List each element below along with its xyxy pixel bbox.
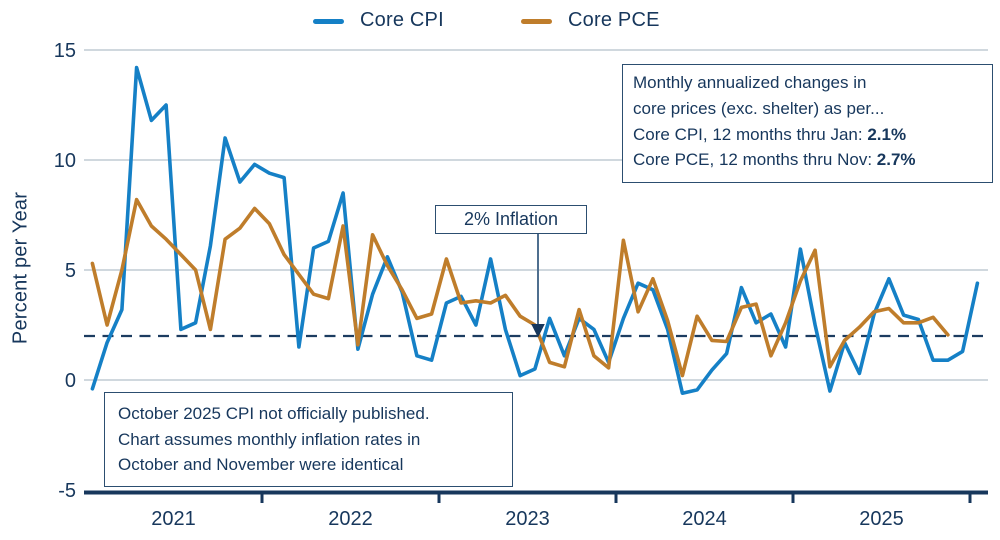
note-line-3: October and November were identical <box>118 455 404 474</box>
y-axis-tick-labels: 15 10 5 0 -5 <box>54 40 76 502</box>
target-annotation-arrow <box>531 233 545 338</box>
arrow-head-icon <box>531 324 545 338</box>
core-cpi-legend-label: Core CPI <box>360 9 444 31</box>
y-tick-label-5: 5 <box>65 260 76 282</box>
x-year-label-2021: 2021 <box>151 508 196 530</box>
x-year-label-2025: 2025 <box>859 508 904 530</box>
y-tick-label-10: 10 <box>54 150 76 172</box>
x-year-label-2024: 2024 <box>682 508 727 530</box>
y-tick-label-15: 15 <box>54 40 76 62</box>
x-axis-year-labels: 2021 2022 2023 2024 2025 <box>151 508 904 530</box>
note-line-1: October 2025 CPI not officially publishe… <box>118 404 430 423</box>
info-pce-line: Core PCE, 12 months thru Nov: 2.7% <box>633 147 982 173</box>
y-tick-label-0: 0 <box>65 370 76 392</box>
info-cpi-value: 2.1 <box>867 124 891 144</box>
core-pce-legend-swatch <box>521 19 552 24</box>
x-axis <box>84 490 988 503</box>
summary-info-box: Monthly annualized changes in core price… <box>622 64 993 183</box>
x-year-label-2023: 2023 <box>505 508 550 530</box>
core-pce-legend-label: Core PCE <box>568 9 660 31</box>
two-percent-inflation-text: 2% Inflation <box>463 209 559 229</box>
info-pce-suffix: % <box>900 150 916 170</box>
y-axis-title: Percent per Year <box>9 191 32 345</box>
note-line-2: Chart assumes monthly inflation rates in <box>118 429 421 449</box>
core-pce-line <box>90 197 950 378</box>
info-cpi-prefix: Core CPI, 12 months thru Jan: <box>633 124 868 144</box>
x-year-label-2022: 2022 <box>328 508 373 530</box>
core-cpi-line <box>90 65 980 396</box>
info-pce-prefix: Core PCE, 12 months thru Nov: <box>633 150 877 170</box>
info-line-2: core prices (exc. shelter) as per... <box>633 98 885 118</box>
two-percent-inflation-callout: 2% Inflation <box>435 205 587 234</box>
y-tick-label--5: -5 <box>58 480 76 502</box>
info-cpi-line: Core CPI, 12 months thru Jan: 2.1% <box>633 122 982 148</box>
info-line-1: Monthly annualized changes in <box>633 73 867 92</box>
core-cpi-legend-swatch <box>313 19 344 24</box>
info-cpi-suffix: % <box>890 124 907 144</box>
info-pce-value: 2.7 <box>876 150 901 170</box>
october-cpi-note-box: October 2025 CPI not officially publishe… <box>104 392 513 487</box>
